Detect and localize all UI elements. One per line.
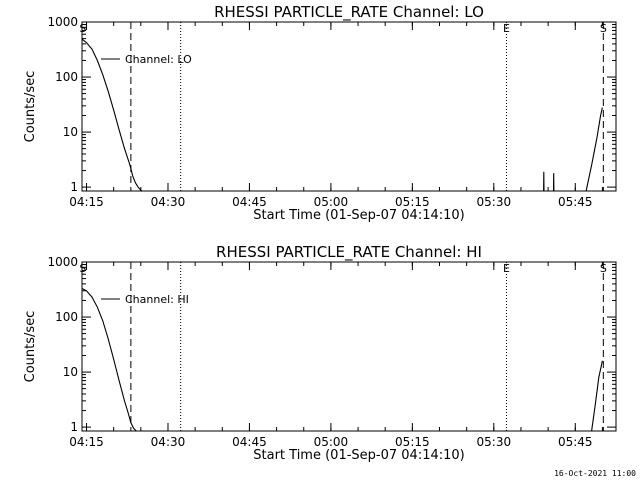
event-marker-s: S xyxy=(600,22,607,35)
x-tick-label: 05:45 xyxy=(558,195,593,209)
y-tick-label: 1000 xyxy=(47,15,78,29)
series-line xyxy=(591,360,603,432)
x-tick-label: 04:45 xyxy=(232,195,267,209)
y-tick-label: 1 xyxy=(70,180,78,194)
event-marker-e: E xyxy=(503,22,510,35)
series-line xyxy=(81,288,137,432)
y-tick-label: 10 xyxy=(63,365,78,379)
x-tick-label: 04:15 xyxy=(69,195,104,209)
y-tick-label: 100 xyxy=(55,310,78,324)
y-axis-label: Counts/sec xyxy=(23,71,38,143)
x-tick-label: 05:00 xyxy=(314,195,349,209)
plot-frame xyxy=(81,261,617,432)
footer-timestamp: 16-Oct-2021 11:00 xyxy=(554,469,636,478)
x-tick-label: 05:30 xyxy=(477,435,512,449)
chart-panel-lo: RHESSI PARTICLE_RATE Channel: LO 1 10 100 10… xyxy=(23,3,617,223)
legend-label: Channel: HI xyxy=(125,293,189,306)
event-marker-s: S xyxy=(600,262,607,275)
series-line xyxy=(585,107,603,192)
y-tick-label: 100 xyxy=(55,70,78,84)
x-tick-label: 04:30 xyxy=(151,435,186,449)
y-tick-label: 10 xyxy=(63,125,78,139)
y-axis-label: Counts/sec xyxy=(23,311,38,383)
series-line xyxy=(81,38,143,192)
y-tick-label: 1000 xyxy=(47,255,78,269)
event-marker-e: E xyxy=(503,262,510,275)
x-tick-label: 05:30 xyxy=(477,195,512,209)
x-tick-label: 04:15 xyxy=(69,435,104,449)
chart-panel-hi: RHESSI PARTICLE_RATE Channel: HI 1 10 100 10… xyxy=(23,243,617,463)
x-tick-label: 04:45 xyxy=(232,435,267,449)
legend-label: Channel: LO xyxy=(125,53,192,66)
x-axis-label: Start Time (01-Sep-07 04:14:10) xyxy=(253,448,464,463)
x-tick-label: 05:15 xyxy=(395,195,430,209)
event-marker-s: S xyxy=(79,262,86,275)
x-tick-label: 05:15 xyxy=(395,435,430,449)
event-marker-s: S xyxy=(79,22,86,35)
x-axis-label: Start Time (01-Sep-07 04:14:10) xyxy=(253,208,464,223)
x-tick-label: 05:00 xyxy=(314,435,349,449)
x-tick-label: 04:30 xyxy=(151,195,186,209)
chart-title: RHESSI PARTICLE_RATE Channel: LO xyxy=(214,3,484,22)
plot-frame xyxy=(81,21,617,192)
chart-title: RHESSI PARTICLE_RATE Channel: HI xyxy=(216,243,482,262)
y-tick-label: 1 xyxy=(70,420,78,434)
x-tick-label: 05:45 xyxy=(558,435,593,449)
